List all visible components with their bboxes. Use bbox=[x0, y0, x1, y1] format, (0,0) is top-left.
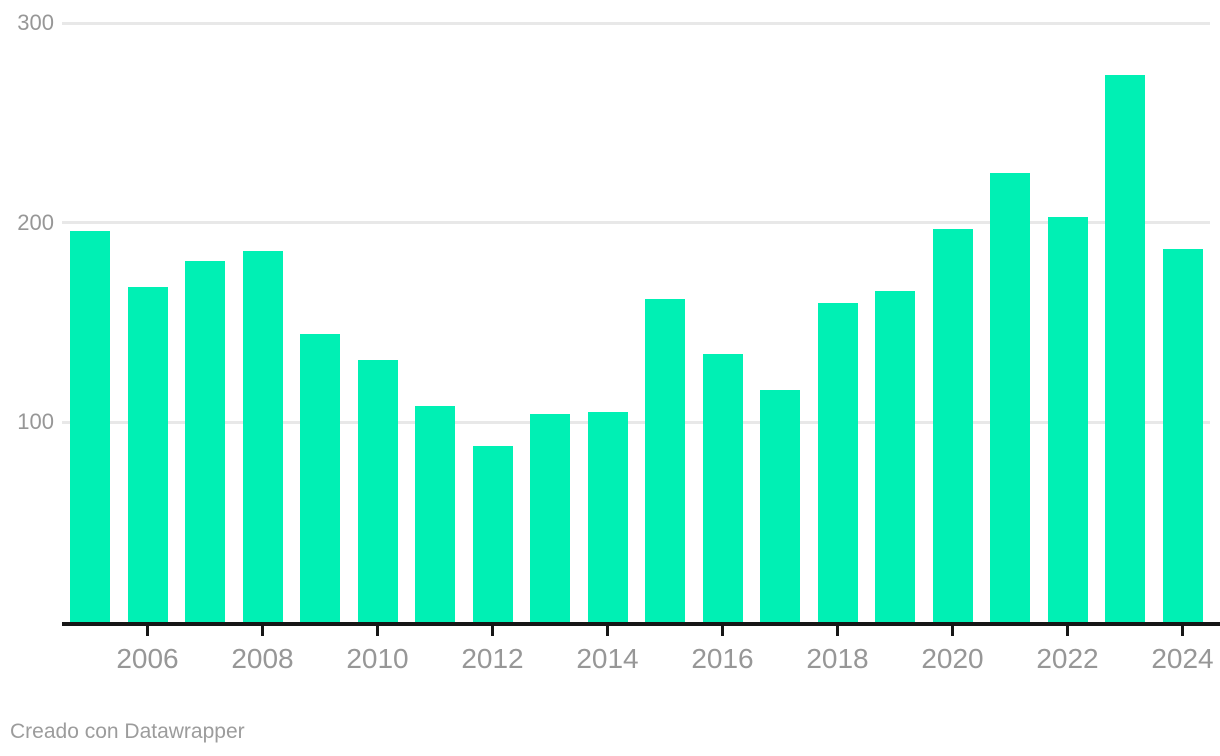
bar-2022[interactable] bbox=[1047, 216, 1088, 622]
bar-2024[interactable] bbox=[1162, 248, 1203, 622]
bar-2017[interactable] bbox=[760, 390, 800, 622]
x-tick-2022 bbox=[1066, 622, 1069, 636]
datawrapper-attribution-link[interactable]: Creado con Datawrapper bbox=[10, 720, 245, 744]
bar-2007[interactable] bbox=[185, 260, 225, 622]
x-axis-label-2018: 2018 bbox=[806, 643, 869, 674]
y-gridline-300 bbox=[62, 21, 1210, 25]
x-axis-label-2010: 2010 bbox=[346, 643, 409, 674]
attribution-text: Creado con Datawrapper bbox=[10, 720, 245, 743]
y-gridline-200 bbox=[62, 221, 1210, 225]
x-axis-label-2022: 2022 bbox=[1036, 643, 1099, 674]
y-axis-label-100: 100 bbox=[17, 409, 54, 435]
bar-2008[interactable] bbox=[242, 250, 283, 622]
bar-2011[interactable] bbox=[415, 406, 455, 622]
plot-area: 100 200 300 2006 2008 2010 2012 2014 2016 2018 202… bbox=[17, 10, 1220, 674]
x-axis-label-2020: 2020 bbox=[921, 643, 984, 674]
x-tick-2012 bbox=[491, 622, 494, 636]
x-axis-label-2024: 2024 bbox=[1151, 643, 1214, 674]
bar-2005[interactable] bbox=[70, 230, 110, 622]
y-axis-label-300: 300 bbox=[17, 10, 54, 35]
x-axis-label-2016: 2016 bbox=[691, 643, 754, 674]
y-axis-label-200: 200 bbox=[17, 209, 54, 235]
x-tick-2020 bbox=[951, 622, 954, 636]
bar-2012[interactable] bbox=[472, 446, 513, 622]
bar-2013[interactable] bbox=[530, 414, 570, 622]
x-tick-2016 bbox=[721, 622, 724, 636]
x-axis-line bbox=[62, 622, 1220, 626]
x-tick-2014 bbox=[606, 622, 609, 636]
bar-2020[interactable] bbox=[932, 228, 973, 622]
bar-2021[interactable] bbox=[990, 172, 1030, 622]
x-tick-2006 bbox=[146, 622, 149, 636]
y-gridline-100 bbox=[62, 420, 1210, 424]
bar-2006[interactable] bbox=[127, 286, 168, 622]
x-axis-label-2012: 2012 bbox=[461, 643, 524, 674]
bar-2015[interactable] bbox=[645, 298, 685, 622]
bar-2019[interactable] bbox=[875, 290, 915, 622]
x-axis-label-2008: 2008 bbox=[231, 643, 294, 674]
x-tick-2008 bbox=[261, 622, 264, 636]
bar-2009[interactable] bbox=[300, 334, 340, 622]
bar-2016[interactable] bbox=[702, 354, 743, 622]
bar-2023[interactable] bbox=[1105, 74, 1145, 622]
bar-2014[interactable] bbox=[587, 412, 628, 622]
bar-2010[interactable] bbox=[357, 360, 398, 622]
x-axis-label-2006: 2006 bbox=[116, 643, 179, 674]
x-axis-label-2014: 2014 bbox=[576, 643, 639, 674]
x-tick-2010 bbox=[376, 622, 379, 636]
x-tick-2018 bbox=[836, 622, 839, 636]
x-tick-2024 bbox=[1181, 622, 1184, 636]
bar-2018[interactable] bbox=[817, 302, 858, 622]
